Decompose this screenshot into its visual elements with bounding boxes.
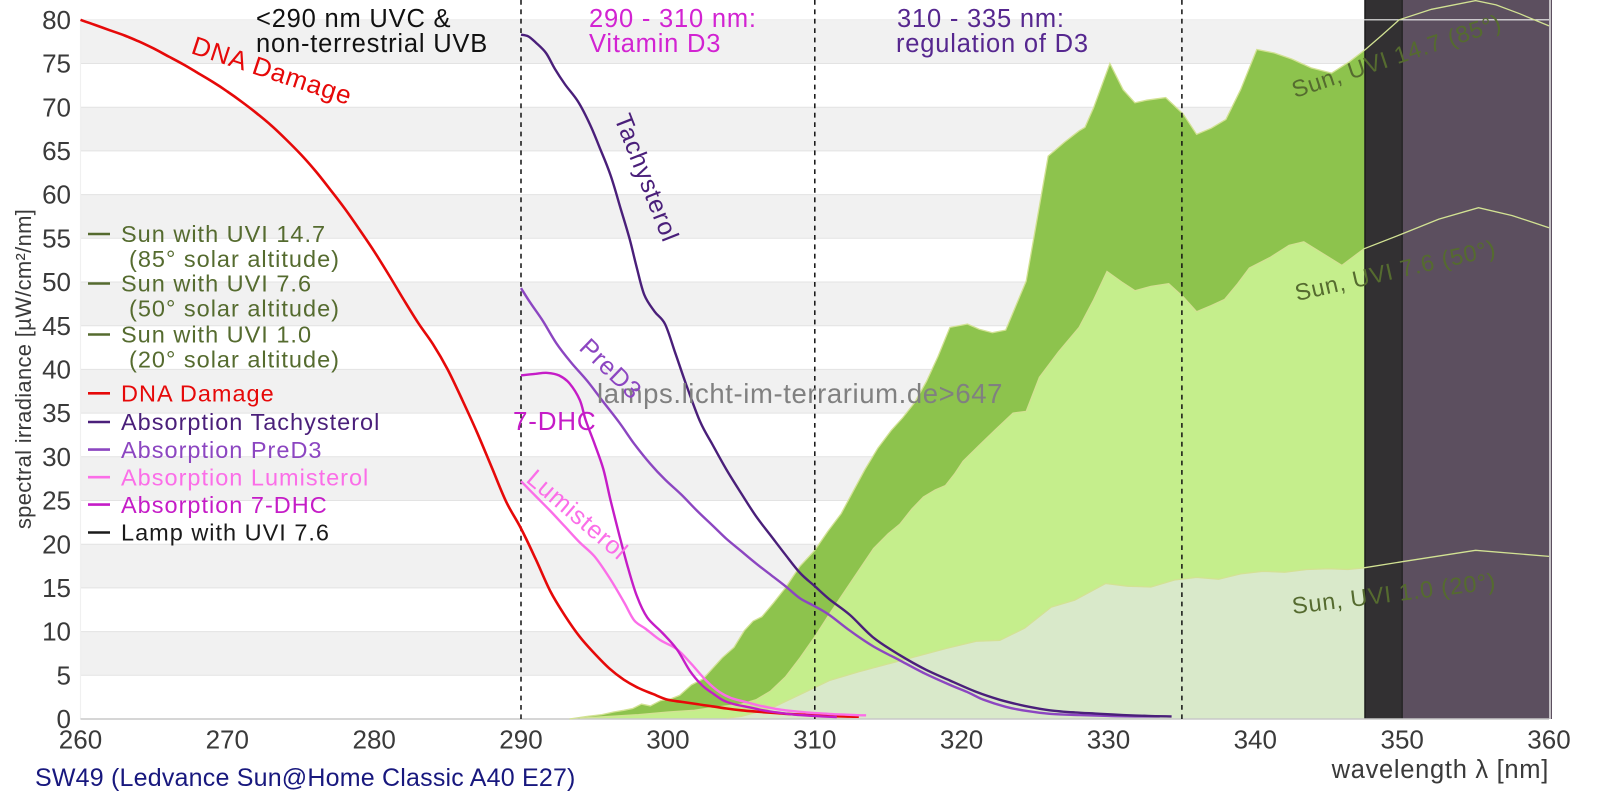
svg-text:45: 45 — [42, 311, 71, 341]
svg-text:360: 360 — [1527, 725, 1570, 755]
svg-text:320: 320 — [940, 725, 983, 755]
svg-text:Absorption 7-DHC: Absorption 7-DHC — [121, 492, 328, 518]
svg-text:SW49 (Ledvance Sun@Home Classi: SW49 (Ledvance Sun@Home Classic A40 E27) — [35, 764, 576, 792]
svg-text:50: 50 — [42, 267, 71, 297]
svg-text:wavelength λ [nm]: wavelength λ [nm] — [1331, 756, 1549, 784]
svg-text:290: 290 — [499, 725, 542, 755]
svg-text:75: 75 — [42, 49, 71, 79]
svg-text:Lamp with UVI 7.6: Lamp with UVI 7.6 — [121, 520, 330, 546]
svg-text:Absorption Tachysterol: Absorption Tachysterol — [121, 409, 380, 435]
svg-text:Sun with UVI 14.7: Sun with UVI 14.7 — [121, 221, 326, 247]
svg-text:non-terrestrial UVB: non-terrestrial UVB — [256, 30, 488, 58]
svg-text:330: 330 — [1087, 725, 1130, 755]
svg-text:Absorption Lumisterol: Absorption Lumisterol — [121, 464, 369, 490]
svg-text:280: 280 — [353, 725, 396, 755]
svg-text:0: 0 — [57, 704, 71, 734]
svg-text:Sun with UVI 7.6: Sun with UVI 7.6 — [121, 271, 312, 297]
svg-text:Absorption PreD3: Absorption PreD3 — [121, 437, 323, 463]
svg-text:55: 55 — [42, 223, 71, 253]
svg-text:7-DHC: 7-DHC — [513, 406, 596, 436]
svg-text:350: 350 — [1381, 725, 1424, 755]
svg-text:25: 25 — [42, 486, 71, 516]
svg-text:5: 5 — [57, 660, 71, 690]
svg-text:regulation of D3: regulation of D3 — [896, 30, 1089, 58]
svg-text:35: 35 — [42, 398, 71, 428]
svg-text:300: 300 — [646, 725, 689, 755]
svg-text:70: 70 — [42, 92, 71, 122]
svg-text:60: 60 — [42, 180, 71, 210]
svg-text:Sun with UVI 1.0: Sun with UVI 1.0 — [121, 322, 312, 348]
svg-text:30: 30 — [42, 442, 71, 472]
svg-text:270: 270 — [206, 725, 249, 755]
svg-text:340: 340 — [1234, 725, 1277, 755]
svg-text:10: 10 — [42, 617, 71, 647]
svg-text:spectral irradiance [µW/cm²/nm: spectral irradiance [µW/cm²/nm] — [11, 209, 36, 529]
svg-text:(50° solar altitude): (50° solar altitude) — [129, 296, 340, 322]
svg-text:(20° solar altitude): (20° solar altitude) — [129, 347, 340, 373]
svg-text:40: 40 — [42, 355, 71, 385]
svg-text:15: 15 — [42, 573, 71, 603]
svg-text:<290 nm UVC &: <290 nm UVC & — [256, 5, 451, 33]
svg-text:290 - 310 nm:: 290 - 310 nm: — [589, 5, 757, 33]
svg-text:80: 80 — [42, 5, 71, 35]
svg-text:(85° solar altitude): (85° solar altitude) — [129, 246, 340, 272]
svg-text:310: 310 — [793, 725, 836, 755]
svg-text:260: 260 — [59, 725, 102, 755]
svg-text:20: 20 — [42, 529, 71, 559]
svg-text:Vitamin D3: Vitamin D3 — [589, 30, 721, 58]
svg-text:lamps.licht-im-terrarium.de>64: lamps.licht-im-terrarium.de>647 — [597, 378, 1003, 409]
svg-text:310 - 335 nm:: 310 - 335 nm: — [897, 5, 1065, 33]
svg-text:DNA Damage: DNA Damage — [121, 381, 275, 407]
svg-text:65: 65 — [42, 136, 71, 166]
